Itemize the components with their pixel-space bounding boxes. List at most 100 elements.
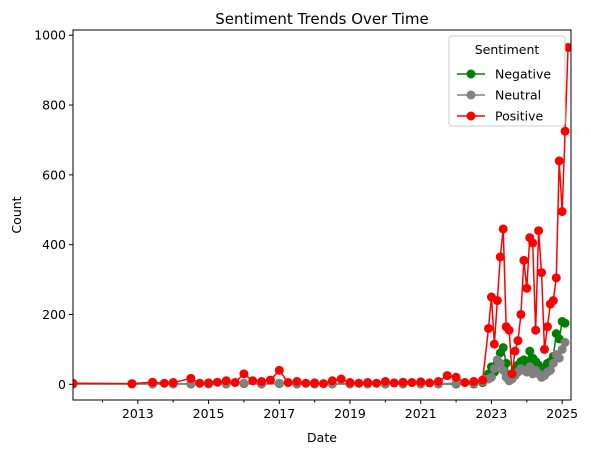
legend-title: Sentiment (475, 42, 540, 57)
point-positive (513, 336, 523, 346)
point-positive (248, 376, 258, 386)
x-axis-label: Date (307, 430, 337, 445)
x-tick-label: 2019 (334, 406, 366, 421)
legend-label: Negative (495, 67, 551, 82)
point-positive (372, 378, 382, 388)
point-positive (451, 372, 461, 382)
point-positive (519, 255, 529, 265)
point-positive (510, 346, 520, 356)
point-positive (354, 378, 364, 388)
point-positive (433, 377, 443, 386)
point-positive (483, 323, 493, 333)
y-tick-label: 600 (42, 167, 66, 182)
x-tick-label: 2015 (193, 406, 225, 421)
x-axis: 2013 2015 2017 2019 2021 2023 2025 (101, 400, 578, 421)
point-positive (534, 226, 544, 236)
plot-area (73, 42, 571, 389)
x-tick-label: 2023 (476, 406, 508, 421)
point-positive (469, 377, 479, 386)
legend-swatch-marker (466, 90, 476, 100)
point-positive (495, 252, 505, 262)
x-tick-label: 2021 (405, 406, 437, 421)
series-positive (73, 42, 571, 389)
point-positive (310, 378, 320, 388)
legend-swatch-marker (466, 69, 476, 79)
y-axis: 0 200 400 600 800 1000 (34, 28, 73, 392)
point-positive (204, 378, 214, 388)
point-positive (551, 273, 561, 283)
point-positive (531, 325, 541, 335)
legend-item-negative: Negative (457, 67, 551, 82)
point-neutral (557, 344, 567, 354)
point-positive (195, 378, 205, 388)
legend-label: Positive (495, 109, 543, 124)
x-tick-label: 2025 (546, 406, 578, 421)
point-positive (257, 377, 267, 386)
point-negative (498, 343, 508, 353)
point-positive (221, 376, 231, 386)
point-positive (539, 344, 549, 354)
y-tick-label: 400 (42, 237, 66, 252)
point-positive (127, 379, 137, 389)
point-positive (301, 378, 311, 388)
point-positive (283, 378, 293, 388)
point-positive (212, 377, 222, 387)
point-positive (560, 126, 570, 136)
point-positive (292, 377, 302, 386)
plot-frame (72, 29, 572, 401)
point-positive (389, 378, 399, 388)
point-positive (230, 378, 240, 388)
point-positive (522, 283, 532, 293)
point-neutral (548, 358, 558, 368)
y-tick-label: 1000 (34, 28, 66, 43)
y-tick-label: 0 (58, 377, 66, 392)
point-neutral (274, 378, 284, 388)
chart-title: Sentiment Trends Over Time (215, 10, 429, 28)
legend-item-neutral: Neutral (457, 88, 541, 103)
point-positive (363, 378, 373, 388)
point-neutral (239, 378, 249, 388)
point-neutral (560, 337, 570, 347)
point-positive (380, 377, 390, 386)
point-positive (239, 369, 249, 379)
point-positive (460, 378, 470, 388)
x-tick-label: 2013 (122, 406, 154, 421)
point-neutral (498, 365, 508, 375)
point-negative (525, 346, 535, 356)
point-positive (489, 339, 499, 349)
point-positive (148, 377, 158, 387)
point-neutral (495, 358, 505, 368)
legend: Sentiment Negative Neutral Positive (448, 35, 566, 127)
point-positive (478, 375, 488, 385)
point-positive (265, 375, 275, 385)
point-positive (557, 207, 567, 217)
point-positive (398, 377, 408, 387)
point-positive (168, 378, 178, 388)
legend-label: Neutral (495, 88, 541, 103)
point-positive (537, 268, 547, 278)
point-positive (318, 379, 328, 389)
point-neutral (489, 364, 499, 374)
point-positive (345, 378, 355, 388)
y-tick-label: 800 (42, 98, 66, 113)
point-positive (336, 374, 346, 384)
point-positive (73, 378, 78, 388)
legend-item-positive: Positive (457, 109, 543, 124)
point-positive (407, 378, 417, 388)
legend-box (448, 35, 566, 127)
point-positive (159, 378, 169, 388)
point-positive (528, 238, 538, 248)
point-positive (186, 373, 196, 383)
point-neutral (554, 353, 564, 363)
point-positive (425, 378, 435, 388)
y-tick-label: 200 (42, 307, 66, 322)
point-positive (507, 369, 517, 379)
point-positive (542, 322, 552, 332)
legend-swatch-marker (466, 111, 476, 121)
point-positive (274, 365, 284, 375)
x-tick-label: 2017 (263, 406, 295, 421)
point-neutral (545, 365, 555, 375)
point-positive (442, 371, 452, 381)
point-neutral (486, 372, 496, 382)
